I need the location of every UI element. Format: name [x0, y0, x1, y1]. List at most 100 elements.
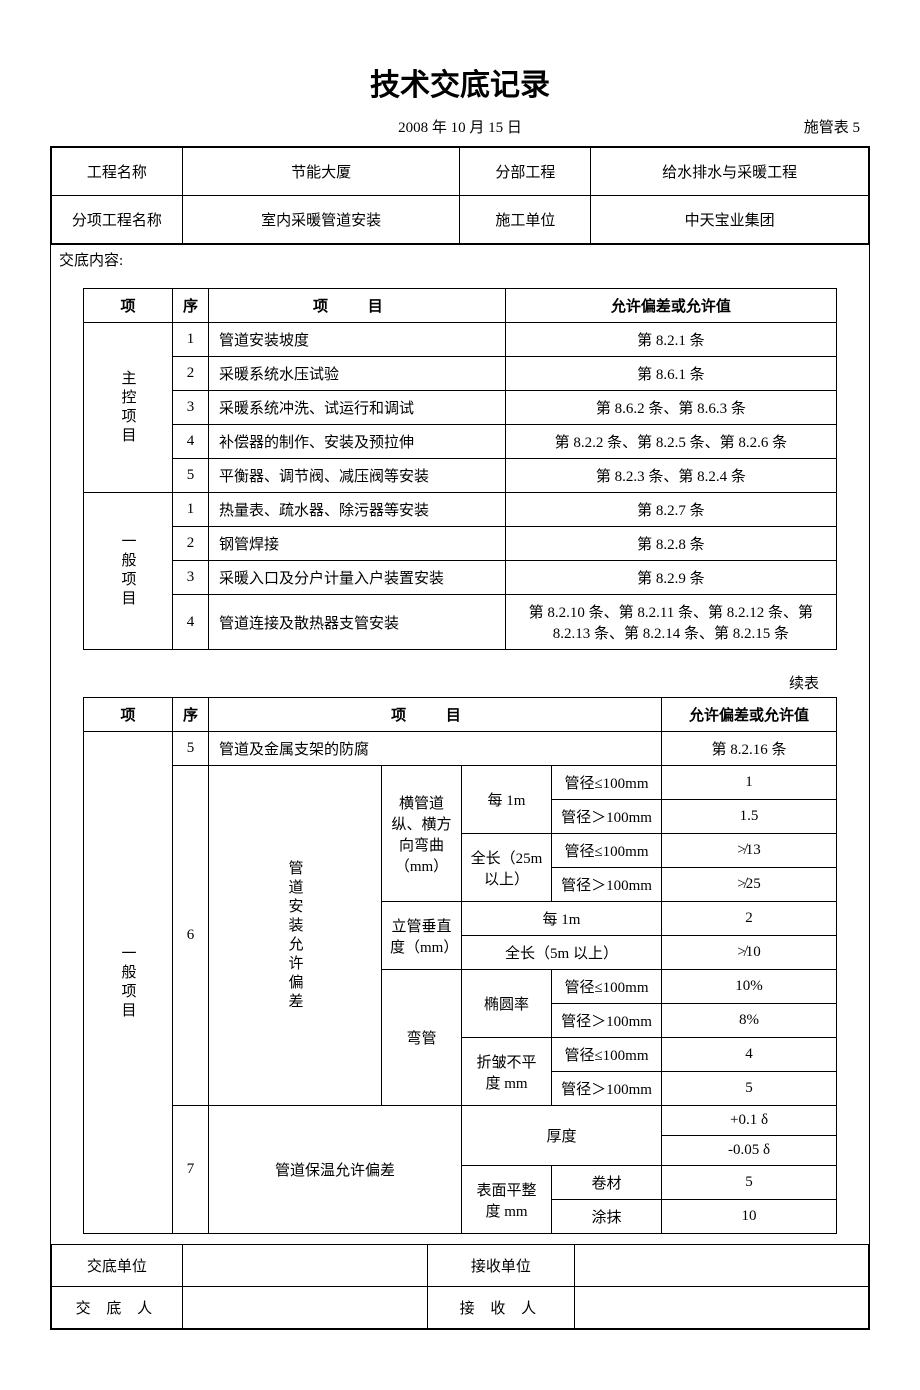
- t2-r6c-label: 弯管: [382, 970, 462, 1106]
- value-receiver: [574, 1287, 868, 1329]
- t2-r7-roll: 卷材: [552, 1166, 662, 1200]
- value-send-unit: [182, 1245, 427, 1287]
- group-main: 主控项目: [84, 323, 173, 493]
- t1-r3-item: 采暖系统冲洗、试运行和调试: [209, 391, 506, 425]
- t2-r6c-fold: 折皱不平度 mm: [462, 1038, 552, 1106]
- t1b-r1-n: 1: [173, 493, 209, 527]
- spec-table-1: 项 序 项 目 允许偏差或允许值 主控项目 1 管道安装坡度 第 8.2.1 条…: [83, 288, 837, 650]
- t2-r6-cat: 管道安装允许偏差: [209, 766, 382, 1106]
- t2-r5-tol: 第 8.2.16 条: [662, 732, 837, 766]
- label-recv-unit: 接收单位: [427, 1245, 574, 1287]
- t2-r6c-d1: 管径≤100mm: [552, 970, 662, 1004]
- t2-r6b-v1: 2: [662, 902, 837, 936]
- th-tol: 允许偏差或允许值: [505, 289, 836, 323]
- t2-r6a-d2b: 管径＞100mm: [552, 868, 662, 902]
- t2-r7-v1: 5: [662, 1166, 837, 1200]
- header-table: 工程名称 节能大厦 分部工程 给水排水与采暖工程 分项工程名称 室内采暖管道安装…: [51, 147, 869, 244]
- t2-r7-flat: 表面平整度 mm: [462, 1166, 552, 1234]
- t2-r6a-v4: ≯25: [662, 868, 837, 902]
- group-general: 一般项目: [84, 493, 173, 650]
- t1-r3-n: 3: [173, 391, 209, 425]
- t1-r4-item: 补偿器的制作、安装及预拉伸: [209, 425, 506, 459]
- t2-r6a-v1: 1: [662, 766, 837, 800]
- t1-r5-item: 平衡器、调节阀、减压阀等安装: [209, 459, 506, 493]
- t2-r5-item: 管道及金属支架的防腐: [209, 732, 662, 766]
- t2-r6a-d1: 管径≤100mm: [552, 766, 662, 800]
- t1-r2-item: 采暖系统水压试验: [209, 357, 506, 391]
- t2-h-seq: 序: [173, 698, 209, 732]
- t2-r6c-oval: 椭圆率: [462, 970, 552, 1038]
- t1b-r2-n: 2: [173, 527, 209, 561]
- spec-table-2: 项 序 项 目 允许偏差或允许值 一般项目 5 管道及金属支架的防腐 第 8.2…: [83, 697, 837, 1234]
- t1-r2-tol: 第 8.6.1 条: [505, 357, 836, 391]
- t2-r6a-label: 横管道纵、横方向弯曲（mm）: [382, 766, 462, 902]
- t2-r7-thick: 厚度: [462, 1106, 662, 1166]
- t1-r4-n: 4: [173, 425, 209, 459]
- t2-r6b-alllen: 全长（5m 以上）: [462, 936, 662, 970]
- t2-group: 一般项目: [84, 732, 173, 1234]
- t2-r6c-v4: 5: [662, 1072, 837, 1106]
- value-sender: [182, 1287, 427, 1329]
- t1-r2-n: 2: [173, 357, 209, 391]
- t1-r4-tol: 第 8.2.2 条、第 8.2.5 条、第 8.2.6 条: [505, 425, 836, 459]
- t2-r6a-d2: 管径＞100mm: [552, 800, 662, 834]
- value-project-name: 节能大厦: [182, 148, 460, 196]
- t1b-r1-tol: 第 8.2.7 条: [505, 493, 836, 527]
- t1b-r4-tol: 第 8.2.10 条、第 8.2.11 条、第 8.2.12 条、第 8.2.1…: [505, 595, 836, 650]
- t2-r7-n: 7: [173, 1106, 209, 1234]
- t2-r6a-d1b: 管径≤100mm: [552, 834, 662, 868]
- t2-r6a-v3: ≯13: [662, 834, 837, 868]
- t2-r6c-v2: 8%: [662, 1004, 837, 1038]
- label-send-unit: 交底单位: [52, 1245, 183, 1287]
- t1b-r3-tol: 第 8.2.9 条: [505, 561, 836, 595]
- t2-r7-v2: 10: [662, 1200, 837, 1234]
- t2-r7-thickv1: +0.1 δ: [662, 1106, 837, 1136]
- t1-r3-tol: 第 8.6.2 条、第 8.6.3 条: [505, 391, 836, 425]
- t2-r6c-d2b: 管径＞100mm: [552, 1072, 662, 1106]
- value-sub: 室内采暖管道安装: [182, 196, 460, 244]
- label-unit: 施工单位: [460, 196, 591, 244]
- t1-r1-n: 1: [173, 323, 209, 357]
- t2-r6b-label: 立管垂直度（mm）: [382, 902, 462, 970]
- t2-h-proj: 项: [84, 698, 173, 732]
- th-proj: 项: [84, 289, 173, 323]
- value-unit: 中天宝业集团: [591, 196, 869, 244]
- t2-r6c-d1b: 管径≤100mm: [552, 1038, 662, 1072]
- t2-r7-cat: 管道保温允许偏差: [209, 1106, 462, 1234]
- t1b-r4-n: 4: [173, 595, 209, 650]
- label-sender: 交 底 人: [52, 1287, 183, 1329]
- t2-r5-n: 5: [173, 732, 209, 766]
- label-project-name: 工程名称: [52, 148, 183, 196]
- t1-r5-tol: 第 8.2.3 条、第 8.2.4 条: [505, 459, 836, 493]
- th-item: 项 目: [209, 289, 506, 323]
- doc-date: 2008 年 10 月 15 日: [50, 116, 870, 137]
- th-seq: 序: [173, 289, 209, 323]
- value-section: 给水排水与采暖工程: [591, 148, 869, 196]
- t1b-r2-item: 钢管焊接: [209, 527, 506, 561]
- t1b-r2-tol: 第 8.2.8 条: [505, 527, 836, 561]
- t1-r5-n: 5: [173, 459, 209, 493]
- t2-r6c-v1: 10%: [662, 970, 837, 1004]
- t2-r6c-d2: 管径＞100mm: [552, 1004, 662, 1038]
- t1b-r3-item: 采暖入口及分户计量入户装置安装: [209, 561, 506, 595]
- content-label: 交底内容:: [51, 244, 869, 270]
- t2-r6a-per1m: 每 1m: [462, 766, 552, 834]
- t2-h-item: 项 目: [209, 698, 662, 732]
- t1b-r4-item: 管道连接及散热器支管安装: [209, 595, 506, 650]
- value-recv-unit: [574, 1245, 868, 1287]
- t1b-r1-item: 热量表、疏水器、除污器等安装: [209, 493, 506, 527]
- t2-r7-thickv2: -0.05 δ: [662, 1136, 837, 1166]
- t2-r6a-alllen: 全长（25m 以上）: [462, 834, 552, 902]
- form-number: 施管表 5: [804, 116, 860, 137]
- t2-r6b-per1m: 每 1m: [462, 902, 662, 936]
- signature-table: 交底单位 接收单位 交 底 人 接 收 人: [51, 1244, 869, 1329]
- continue-label: 续表: [83, 672, 837, 693]
- label-receiver: 接 收 人: [427, 1287, 574, 1329]
- t1b-r3-n: 3: [173, 561, 209, 595]
- label-section: 分部工程: [460, 148, 591, 196]
- doc-title: 技术交底记录: [50, 60, 870, 104]
- t2-r6c-v3: 4: [662, 1038, 837, 1072]
- t2-r7-coat: 涂抹: [552, 1200, 662, 1234]
- t1-r1-tol: 第 8.2.1 条: [505, 323, 836, 357]
- main-form: 工程名称 节能大厦 分部工程 给水排水与采暖工程 分项工程名称 室内采暖管道安装…: [50, 146, 870, 1330]
